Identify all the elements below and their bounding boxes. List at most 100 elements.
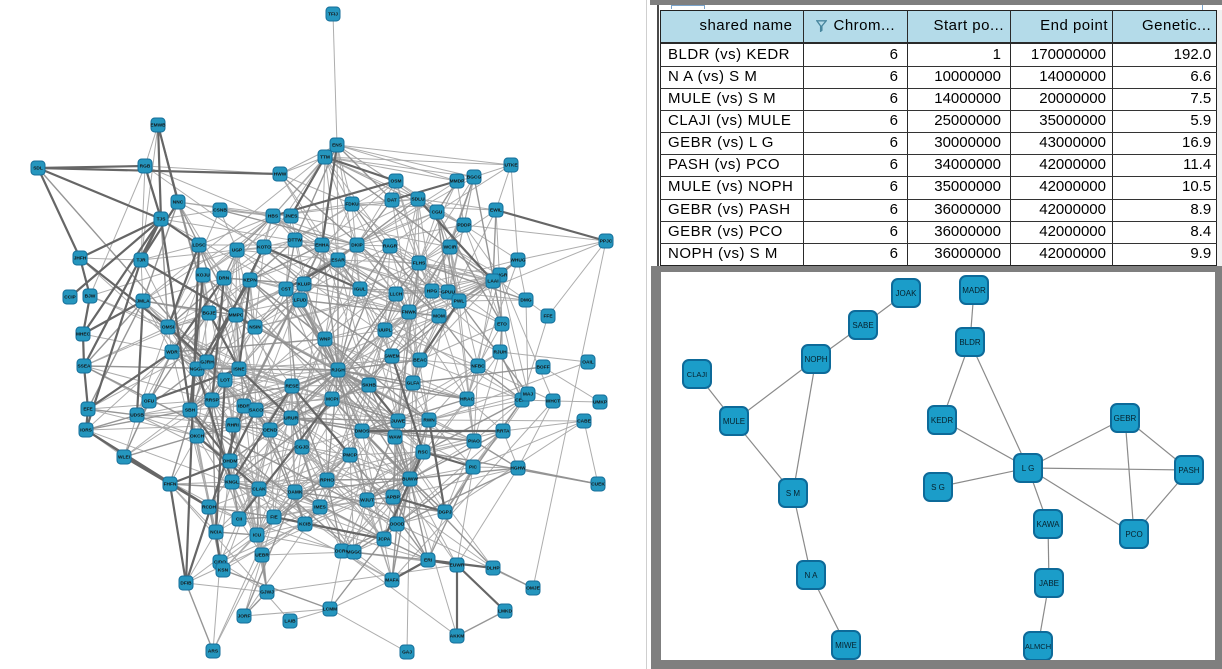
svg-text:KLUP: KLUP <box>297 282 311 288</box>
svg-text:BUWW: BUWW <box>402 477 418 483</box>
svg-text:KOJU: KOJU <box>196 273 210 279</box>
svg-text:RJGH: RJGH <box>331 368 345 374</box>
svg-text:PDDP: PDDP <box>457 223 471 229</box>
svg-text:EWIL: EWIL <box>490 208 502 214</box>
svg-text:DMG: DMG <box>520 298 531 304</box>
svg-text:PMCP: PMCP <box>343 453 358 459</box>
svg-text:OOOD: OOOD <box>390 522 405 528</box>
svg-text:IGUL: IGUL <box>354 287 366 293</box>
svg-text:CSNB: CSNB <box>213 208 227 214</box>
svg-text:OHDM: OHDM <box>223 459 238 465</box>
svg-text:KSN: KSN <box>218 568 229 574</box>
svg-text:OAMK: OAMK <box>288 490 303 496</box>
svg-text:SBH: SBH <box>185 408 196 414</box>
svg-text:JHFH: JHFH <box>74 256 87 262</box>
svg-text:MAFA: MAFA <box>385 578 399 584</box>
svg-text:WNP: WNP <box>319 337 331 343</box>
svg-text:CST: CST <box>281 287 291 293</box>
svg-text:ARS: ARS <box>208 649 219 655</box>
svg-text:URUR: URUR <box>284 416 298 422</box>
svg-text:CABE: CABE <box>577 419 591 425</box>
svg-text:KOTO: KOTO <box>257 245 271 251</box>
svg-text:MHGR: MHGR <box>493 273 508 279</box>
svg-text:MULE: MULE <box>723 417 745 426</box>
svg-text:CLAK: CLAK <box>252 487 266 493</box>
svg-text:RJUH: RJUH <box>493 350 507 356</box>
svg-text:LMKD: LMKD <box>498 609 512 615</box>
svg-text:DAT: DAT <box>387 198 397 204</box>
svg-text:WLEI: WLEI <box>118 455 131 461</box>
svg-text:MMPC: MMPC <box>229 313 244 319</box>
svg-text:MHEC: MHEC <box>76 332 91 338</box>
svg-text:KEDR: KEDR <box>931 416 953 425</box>
svg-text:MAJ: MAJ <box>523 392 533 398</box>
svg-text:GEBR: GEBR <box>1114 414 1137 423</box>
svg-text:DTTW: DTTW <box>288 238 302 244</box>
svg-text:RRTA: RRTA <box>497 429 511 435</box>
svg-text:DMOS: DMOS <box>355 429 370 435</box>
svg-text:WAW: WAW <box>389 435 401 441</box>
svg-text:GJWJ: GJWJ <box>260 590 274 596</box>
svg-text:NNC: NNC <box>173 200 184 206</box>
svg-text:KAWA: KAWA <box>1037 520 1061 529</box>
svg-text:GJRH: GJRH <box>200 360 214 366</box>
svg-text:IBDR: IBDR <box>238 404 250 410</box>
svg-text:HGHW: HGHW <box>510 466 526 472</box>
svg-text:PIC: PIC <box>469 465 478 471</box>
svg-text:DGPJ: DGPJ <box>438 510 451 516</box>
svg-text:ALMCH: ALMCH <box>1025 642 1051 651</box>
svg-text:EUWR: EUWR <box>450 563 465 569</box>
svg-text:RESE: RESE <box>285 384 299 390</box>
svg-text:LOT: LOT <box>220 378 230 384</box>
svg-text:UUPL: UUPL <box>378 328 391 334</box>
svg-text:KEPN: KEPN <box>243 278 257 284</box>
svg-text:S M: S M <box>786 489 801 498</box>
svg-text:GAJ: GAJ <box>402 650 412 656</box>
svg-text:LAAI: LAAI <box>487 279 499 285</box>
svg-text:SACO: SACO <box>249 408 263 414</box>
svg-text:DLHP: DLHP <box>486 566 500 572</box>
svg-text:APBP: APBP <box>386 495 400 501</box>
svg-text:KNGL: KNGL <box>225 480 239 486</box>
svg-text:OFU: OFU <box>144 399 155 405</box>
svg-text:NSIN: NSIN <box>249 325 261 331</box>
svg-text:FFE: FFE <box>543 314 553 320</box>
svg-text:JMLA: JMLA <box>136 299 150 305</box>
svg-text:SKHB: SKHB <box>362 383 376 389</box>
svg-text:ETO: ETO <box>497 322 507 328</box>
svg-text:AKKM: AKKM <box>450 634 464 640</box>
svg-text:SDL: SDL <box>33 166 43 172</box>
svg-text:BGCG: BGCG <box>467 175 482 181</box>
svg-text:WDR: WDR <box>166 350 178 356</box>
svg-text:IORS: IORS <box>80 428 93 434</box>
svg-text:TFIJ: TFIJ <box>328 12 338 18</box>
svg-text:ESAR: ESAR <box>331 258 345 264</box>
svg-text:RAGR: RAGR <box>383 244 398 250</box>
svg-text:ERI: ERI <box>424 558 433 564</box>
svg-text:LDSC: LDSC <box>192 243 206 249</box>
svg-text:NFBC: NFBC <box>471 364 485 370</box>
svg-text:DKIP: DKIP <box>351 243 363 249</box>
svg-text:ISNE: ISNE <box>233 367 245 373</box>
svg-text:OMJE: OMJE <box>526 586 540 592</box>
svg-text:CGU: CGU <box>432 210 443 216</box>
svg-text:HWW: HWW <box>274 172 287 178</box>
svg-text:OMSI: OMSI <box>162 325 175 331</box>
svg-text:GWEM: GWEM <box>384 354 399 360</box>
svg-text:OSM: OSM <box>391 179 402 185</box>
svg-text:N A: N A <box>805 571 819 580</box>
svg-text:CUEK: CUEK <box>591 482 605 488</box>
svg-text:CII: CII <box>236 517 243 523</box>
svg-text:MMDP: MMDP <box>450 179 465 185</box>
svg-text:UMKP: UMKP <box>593 400 608 406</box>
svg-text:LLCH: LLCH <box>390 292 403 298</box>
svg-text:HPG: HPG <box>427 289 438 295</box>
svg-text:WCIR: WCIR <box>444 245 457 251</box>
svg-text:NOPH: NOPH <box>804 355 827 364</box>
svg-text:JUWE: JUWE <box>391 419 406 425</box>
svg-text:PWL: PWL <box>454 299 465 305</box>
svg-text:TJR: TJR <box>136 258 146 264</box>
svg-text:BLDR: BLDR <box>959 338 981 347</box>
svg-text:KCIB: KCIB <box>299 522 311 528</box>
svg-text:EHHA: EHHA <box>315 243 329 249</box>
